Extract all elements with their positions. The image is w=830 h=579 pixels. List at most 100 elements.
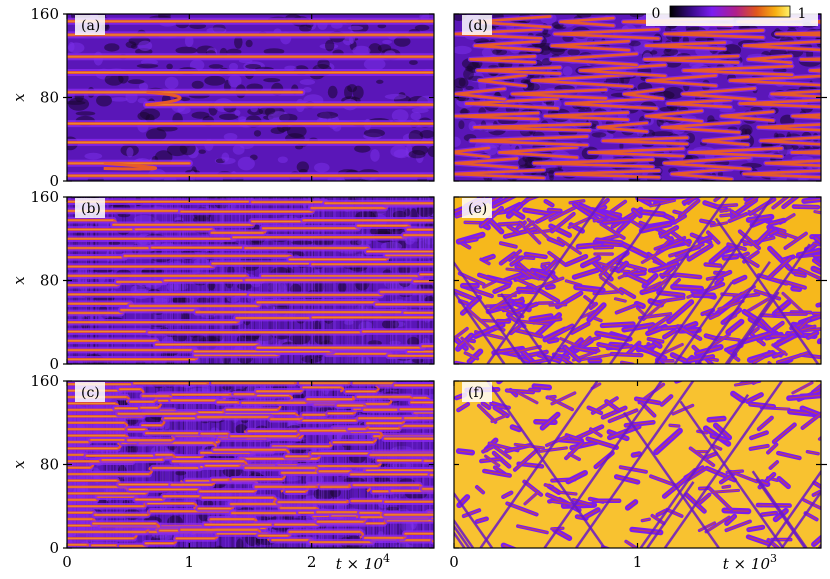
chevron bbox=[682, 64, 794, 77]
front-line bbox=[766, 469, 821, 548]
fragment-core bbox=[761, 481, 769, 485]
chevron bbox=[477, 73, 527, 88]
panel-label-text: (d) bbox=[468, 18, 488, 34]
texture-blob bbox=[175, 46, 198, 55]
fragment-core bbox=[708, 417, 725, 421]
fragment-core bbox=[525, 221, 534, 229]
chevron bbox=[531, 73, 634, 88]
y-axis-label: x bbox=[10, 93, 28, 102]
fragment-core bbox=[788, 394, 821, 399]
chevron bbox=[663, 156, 752, 171]
fragment-core bbox=[784, 232, 807, 249]
texture-blob bbox=[707, 115, 715, 124]
texture-blob bbox=[427, 145, 434, 158]
texture-blob bbox=[127, 79, 145, 85]
panel-label: (c) bbox=[75, 382, 105, 402]
fragment-core bbox=[662, 343, 683, 355]
fragment-core bbox=[567, 472, 586, 482]
front-line bbox=[622, 411, 720, 548]
fragment-core bbox=[609, 409, 638, 422]
texture-blob bbox=[208, 64, 224, 69]
texture-blob bbox=[454, 136, 461, 147]
panel-label-text: (f) bbox=[468, 385, 484, 401]
fragment-core bbox=[539, 447, 567, 452]
front-line bbox=[454, 524, 471, 548]
x-tick-label: 1 bbox=[633, 553, 643, 571]
fragment-core bbox=[551, 500, 572, 505]
fragment-core bbox=[750, 403, 775, 408]
fragment-core bbox=[461, 337, 474, 350]
fragment-core bbox=[814, 211, 821, 214]
texture-blob bbox=[252, 282, 261, 288]
y-axis-label: x bbox=[10, 276, 28, 285]
fragment-core bbox=[752, 381, 760, 384]
fragment-core bbox=[750, 431, 768, 439]
fragment-core bbox=[574, 347, 596, 353]
fragment-core bbox=[524, 209, 551, 215]
texture-blob bbox=[299, 79, 316, 85]
fragment-core bbox=[521, 270, 531, 278]
chevron bbox=[511, 88, 608, 100]
fragment-core bbox=[813, 259, 821, 266]
fragment-core bbox=[655, 430, 681, 453]
fragment-core bbox=[672, 404, 694, 415]
texture-blob bbox=[146, 128, 167, 142]
fragment-core bbox=[454, 290, 477, 301]
fragment-core bbox=[674, 215, 686, 223]
fragment-core bbox=[772, 197, 788, 209]
panel-label-text: (e) bbox=[468, 201, 487, 217]
fragment-core bbox=[463, 509, 480, 517]
texture-blob bbox=[354, 144, 371, 153]
fragment-core bbox=[590, 303, 597, 309]
fragment-core bbox=[767, 539, 779, 548]
fragment bbox=[818, 302, 821, 307]
fragment-core bbox=[514, 443, 545, 449]
fragment-core bbox=[548, 339, 558, 342]
fragment-core bbox=[792, 382, 813, 394]
texture-blob bbox=[465, 85, 474, 90]
texture-blob bbox=[348, 25, 364, 31]
fragment-core bbox=[511, 257, 523, 265]
fragment-core bbox=[820, 260, 821, 263]
colorbar-min-label: 0 bbox=[652, 6, 661, 22]
fragment-core bbox=[598, 343, 620, 349]
fragment-core bbox=[820, 340, 821, 343]
fragment-core bbox=[637, 197, 669, 202]
colorbar-max-label: 1 bbox=[798, 6, 807, 22]
texture-blob bbox=[410, 111, 422, 121]
fragment-core bbox=[729, 213, 747, 222]
fragment-core bbox=[672, 286, 702, 290]
texture-blob bbox=[191, 80, 204, 89]
fragment-core bbox=[491, 414, 509, 423]
texture-blob bbox=[381, 319, 399, 330]
front-line bbox=[646, 481, 695, 548]
front-line bbox=[575, 381, 695, 548]
texture-blob bbox=[296, 161, 309, 173]
texture-blob bbox=[651, 131, 673, 137]
fragment-core bbox=[457, 403, 469, 411]
fragment-core bbox=[575, 426, 603, 440]
fragment-core bbox=[525, 197, 537, 201]
texture-blob bbox=[219, 113, 239, 120]
fragment-core bbox=[652, 262, 678, 272]
fragment-core bbox=[600, 223, 625, 239]
texture-blob bbox=[313, 487, 334, 501]
fragment-core bbox=[581, 336, 591, 345]
fragment-core bbox=[752, 356, 765, 364]
fragment-core bbox=[813, 537, 821, 545]
texture-blob bbox=[198, 149, 206, 154]
fragment-core bbox=[640, 401, 655, 417]
fragment-core bbox=[700, 220, 715, 224]
fragment-core bbox=[726, 515, 736, 525]
fragment-core bbox=[797, 318, 811, 332]
texture-blob bbox=[327, 85, 338, 99]
chevron bbox=[756, 123, 821, 132]
chevron bbox=[553, 28, 660, 40]
front-line bbox=[654, 197, 774, 364]
fragment-core bbox=[775, 335, 794, 346]
front-line bbox=[454, 518, 475, 548]
fragment-core bbox=[752, 327, 759, 334]
texture-blob bbox=[316, 111, 339, 119]
front-line bbox=[547, 203, 662, 364]
fragment-core bbox=[484, 455, 500, 467]
